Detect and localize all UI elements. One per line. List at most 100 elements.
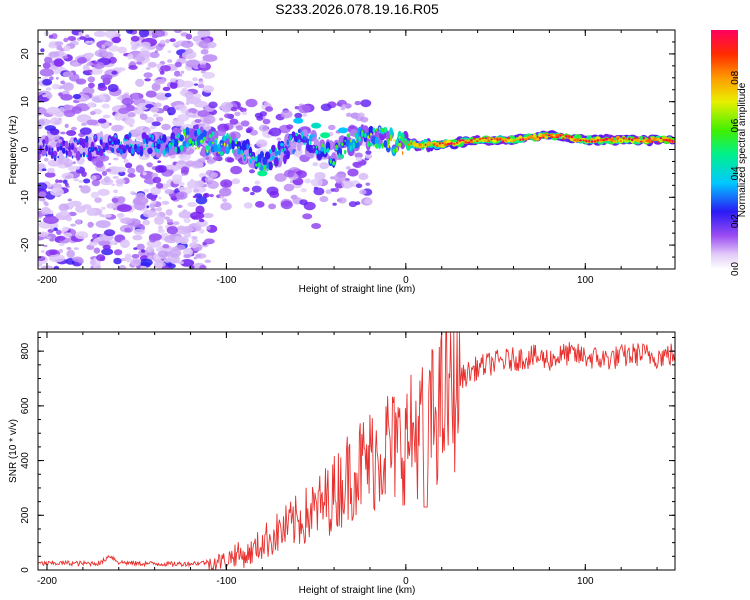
spectrogram-speckle bbox=[46, 92, 53, 99]
spectrogram-speckle bbox=[198, 123, 206, 127]
spectrogram-ridge-cell bbox=[312, 133, 315, 138]
spectrogram-ridge-cell bbox=[275, 147, 278, 152]
spectrogram-speckle bbox=[355, 201, 361, 206]
spectrogram-speckle bbox=[146, 162, 153, 168]
spectrogram-ridge-cell bbox=[538, 136, 542, 140]
spectrogram-speckle bbox=[55, 179, 59, 184]
spectrogram-speckle bbox=[337, 197, 347, 204]
spectrogram-ridge-cell bbox=[136, 147, 141, 153]
spectrogram-speckle bbox=[274, 173, 287, 182]
spectrogram-speckle bbox=[172, 221, 180, 226]
spectrogram-ridge-cell bbox=[573, 138, 577, 142]
spectrogram-ridge-cell bbox=[504, 139, 508, 142]
spectrogram-ridge-cell bbox=[611, 136, 614, 140]
spectrogram-speckle bbox=[181, 40, 194, 48]
spectrogram-speckle bbox=[160, 65, 171, 72]
spectrogram-speckle bbox=[145, 67, 151, 70]
spectrogram-ridge-cell bbox=[151, 143, 154, 148]
spectrogram-speckle bbox=[55, 76, 59, 80]
spectrogram-speckle bbox=[155, 212, 160, 216]
spectrogram-ridge-cell bbox=[450, 142, 453, 145]
spectrogram-speckle bbox=[330, 176, 335, 180]
spectrogram-ridge-cell bbox=[223, 135, 226, 141]
spectrogram-feature bbox=[338, 127, 348, 134]
spectrogram-speckle bbox=[67, 36, 76, 41]
spectrogram-ridge-cell bbox=[325, 141, 331, 152]
colorbar-tick-label: 0.0 bbox=[730, 262, 741, 276]
spectrogram-ridge-cell bbox=[128, 132, 132, 139]
spectrogram-ridge-cell bbox=[120, 141, 123, 146]
spectrogram-ridge-cell bbox=[401, 151, 404, 155]
spectrogram-ridge-cell bbox=[122, 148, 126, 154]
spectrogram-speckle bbox=[72, 161, 76, 165]
spectrogram-speckle bbox=[154, 216, 163, 223]
snr-y-tick-label: 400 bbox=[20, 452, 31, 469]
spectrogram-speckle bbox=[150, 186, 161, 196]
spectrogram-ridge-cell bbox=[507, 137, 511, 140]
spectrogram-speckle bbox=[195, 196, 208, 205]
spectrogram-speckle bbox=[203, 212, 214, 219]
spectrogram-speckle bbox=[111, 70, 118, 75]
spectrogram-speckle bbox=[42, 94, 48, 98]
spectrogram-ridge-cell bbox=[285, 150, 290, 160]
spectrogram-ridge-cell bbox=[213, 130, 219, 141]
spectrogram-speckle bbox=[355, 156, 363, 162]
spectrogram-y-axis-label: Frequency (Hz) bbox=[8, 116, 19, 185]
spectrogram-speckle bbox=[87, 102, 96, 108]
spectrogram-speckle bbox=[198, 218, 205, 223]
spectrogram-ridge-cell bbox=[397, 130, 402, 141]
spectrogram-speckle bbox=[230, 106, 238, 112]
spectrogram-speckle bbox=[75, 78, 87, 85]
spectrogram-ridge-cell bbox=[330, 160, 332, 164]
spectrogram-ridge-cell bbox=[85, 135, 89, 143]
spectrogram-speckle bbox=[102, 114, 111, 119]
spectrogram-ridge-cell bbox=[48, 147, 51, 152]
spectrogram-ridge-cell bbox=[401, 137, 404, 143]
spectrogram-ridge-cell bbox=[628, 137, 631, 141]
spectrogram-speckle bbox=[231, 178, 241, 185]
spectrogram-speckle bbox=[124, 117, 135, 126]
spectrogram-speckle bbox=[47, 159, 61, 167]
spectrogram-x-tick-label: -200 bbox=[37, 275, 57, 286]
spectrogram-ridge-cell bbox=[355, 140, 358, 144]
spectrogram-speckle bbox=[194, 93, 202, 99]
spectrogram-speckle bbox=[226, 157, 235, 163]
spectrogram-speckle bbox=[151, 201, 157, 205]
spectrogram-ridge-cell bbox=[246, 143, 249, 150]
spectrogram-speckle bbox=[347, 168, 359, 177]
spectrogram-speckle bbox=[72, 165, 80, 170]
spectrogram-speckle bbox=[93, 30, 106, 38]
spectrogram-speckle bbox=[60, 94, 73, 101]
spectrogram-ridge-cell bbox=[321, 143, 324, 148]
spectrogram-x-tick-label: -100 bbox=[216, 275, 236, 286]
spectrogram-speckle bbox=[135, 78, 145, 87]
spectrogram-speckle bbox=[98, 240, 111, 247]
spectrogram-speckle bbox=[44, 172, 56, 178]
spectrogram-speckle bbox=[100, 74, 113, 81]
spectrogram-ridge-cell bbox=[249, 153, 252, 156]
spectrogram-ridge-cell bbox=[255, 163, 258, 167]
spectrogram-speckle bbox=[286, 124, 294, 130]
spectrogram-ridge-cell bbox=[269, 157, 272, 161]
spectrogram-speckle bbox=[104, 229, 116, 237]
spectrogram-speckle bbox=[157, 206, 162, 212]
spectrogram-speckle bbox=[90, 191, 99, 199]
spectrogram-ridge-cell bbox=[562, 137, 565, 140]
spectrogram-ridge-cell bbox=[106, 147, 108, 150]
spectrogram-ridge-cell bbox=[125, 144, 129, 150]
spectrogram-speckle bbox=[268, 203, 277, 210]
spectrogram-ridge-cell bbox=[386, 138, 390, 146]
spectrogram-ridge-cell bbox=[272, 155, 275, 161]
spectrogram-ridge-cell bbox=[476, 140, 479, 143]
spectrogram-ridge-cell bbox=[108, 138, 111, 142]
spectrogram-ridge-cell bbox=[614, 139, 617, 143]
spectrogram-speckle bbox=[143, 188, 150, 193]
spectrogram-ridge-cell bbox=[349, 145, 353, 151]
spectrogram-ridge-cell bbox=[530, 135, 534, 138]
spectrogram-speckle bbox=[192, 77, 199, 82]
spectrogram-speckle bbox=[50, 187, 64, 197]
spectrogram-ridge-cell bbox=[481, 137, 485, 140]
spectrogram-ridge-cell bbox=[665, 139, 669, 142]
spectrogram-ridge-cell bbox=[68, 142, 71, 147]
spectrogram-y-tick-label: -10 bbox=[20, 190, 31, 205]
